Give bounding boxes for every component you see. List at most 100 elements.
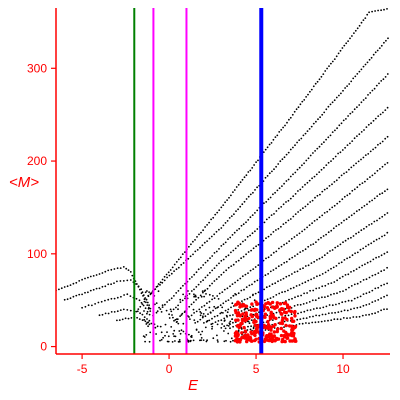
data-point (245, 253, 248, 256)
data-point (213, 297, 216, 300)
highlight-point (276, 327, 280, 331)
data-point (360, 158, 362, 161)
highlight-point (270, 300, 275, 305)
data-point (222, 271, 225, 274)
highlight-point (245, 338, 249, 342)
data-point (252, 293, 254, 296)
data-point (145, 323, 148, 325)
data-point (228, 217, 231, 219)
data-point (362, 156, 365, 159)
data-point (313, 277, 315, 279)
data-point (358, 70, 361, 73)
data-point (386, 162, 389, 164)
data-point (338, 94, 340, 97)
data-point (182, 322, 185, 325)
data-point (164, 303, 166, 306)
data-point (316, 80, 319, 83)
data-point (244, 239, 247, 241)
data-point (321, 285, 324, 288)
data-point (173, 270, 176, 272)
data-point (373, 240, 375, 243)
data-point (294, 255, 296, 257)
data-point (179, 332, 182, 335)
data-point (72, 282, 75, 285)
highlight-point (235, 302, 239, 306)
data-point (180, 314, 183, 316)
data-point (333, 204, 336, 207)
data-point (163, 275, 166, 278)
data-point (299, 303, 302, 306)
data-point (337, 52, 340, 55)
data-point (136, 310, 139, 313)
data-point (341, 47, 344, 49)
data-point (319, 307, 321, 309)
highlight-point (275, 301, 279, 305)
data-point (369, 176, 371, 179)
data-point (348, 256, 351, 259)
data-point (113, 282, 115, 284)
data-point (350, 285, 353, 287)
data-point (386, 294, 388, 297)
data-point (195, 328, 198, 331)
data-point (303, 228, 306, 231)
data-point (159, 284, 161, 286)
data-point (381, 165, 384, 168)
data-point (356, 27, 359, 30)
data-point (380, 270, 383, 273)
data-point (245, 198, 248, 200)
data-point (215, 250, 218, 253)
data-point (377, 143, 379, 146)
data-point (356, 282, 359, 285)
data-point (380, 254, 383, 257)
data-point (334, 155, 337, 158)
data-point (72, 295, 75, 298)
highlight-point (274, 316, 278, 321)
data-point (314, 150, 316, 152)
data-point (382, 78, 385, 81)
data-point (131, 274, 134, 277)
data-point (264, 176, 267, 179)
data-point (306, 203, 309, 206)
data-point (319, 116, 321, 119)
data-point (317, 297, 320, 300)
data-point (230, 265, 233, 267)
data-point (296, 168, 299, 171)
data-point (346, 309, 349, 312)
data-point (316, 275, 318, 278)
data-point (223, 288, 226, 291)
data-point (199, 339, 201, 342)
data-point (340, 310, 343, 313)
data-point (380, 44, 383, 47)
data-point (201, 316, 204, 319)
data-point (270, 142, 273, 144)
data-point (206, 302, 208, 305)
data-point (220, 273, 223, 276)
data-point (374, 117, 377, 120)
data-point (381, 235, 383, 238)
data-point (331, 312, 333, 314)
data-point (187, 257, 190, 260)
data-point (282, 203, 285, 206)
data-point (234, 293, 237, 295)
data-point (291, 273, 293, 275)
data-point (127, 317, 130, 320)
data-point (107, 312, 110, 315)
data-point (101, 285, 104, 288)
data-point (325, 108, 328, 111)
data-point (358, 133, 361, 136)
data-point (269, 297, 272, 299)
data-point (178, 339, 181, 341)
data-point (299, 251, 302, 254)
data-point (378, 193, 381, 196)
data-point (344, 239, 347, 242)
data-point (323, 188, 326, 191)
data-point (368, 291, 371, 294)
data-point (338, 262, 340, 265)
data-point (364, 17, 367, 19)
data-point (309, 154, 312, 157)
data-point (321, 296, 323, 299)
highlight-point (279, 326, 283, 331)
data-point (333, 281, 336, 283)
data-point (173, 335, 176, 338)
data-point (356, 135, 358, 138)
